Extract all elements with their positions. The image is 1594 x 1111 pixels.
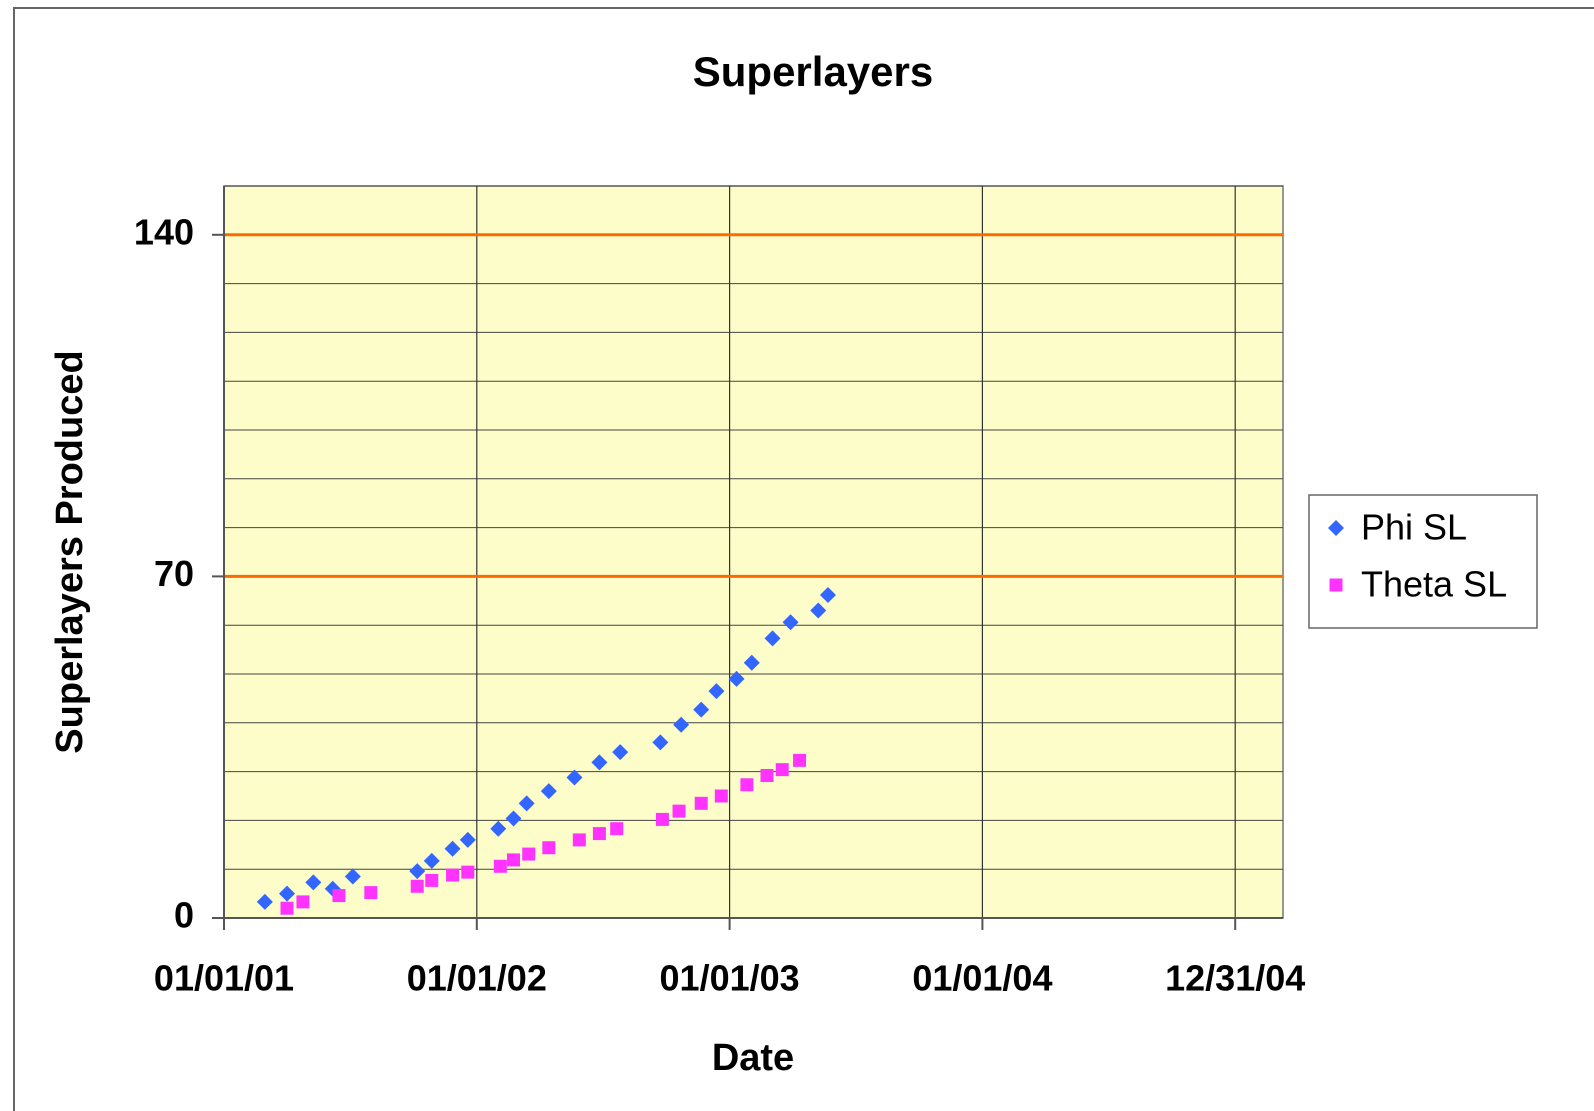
point [672, 804, 686, 818]
point [542, 841, 556, 855]
point [775, 763, 789, 777]
point [572, 833, 586, 847]
x-axis-label: Date [712, 1037, 794, 1079]
point [540, 783, 557, 800]
point [332, 889, 346, 903]
plot-area [223, 185, 1284, 919]
y-axis-label: Superlayers Produced [49, 350, 91, 753]
legend-marker [1328, 520, 1344, 536]
point [518, 795, 535, 812]
point [279, 885, 296, 902]
legend-marker [1329, 578, 1343, 592]
point [566, 769, 583, 786]
chart-title: Superlayers [693, 48, 933, 95]
point [505, 810, 522, 827]
point [764, 630, 781, 647]
legend-label: Theta SL [1361, 564, 1507, 605]
point [493, 859, 507, 873]
y-tick-label: 0 [174, 895, 194, 936]
point [423, 852, 440, 869]
point [507, 853, 521, 867]
point [673, 716, 690, 733]
point [740, 778, 754, 792]
legend-box [1308, 494, 1538, 629]
point [409, 863, 426, 880]
point [714, 789, 728, 803]
point [782, 614, 799, 631]
y-tick-label: 70 [154, 553, 194, 594]
point [743, 654, 760, 671]
point [793, 753, 807, 767]
point [305, 874, 322, 891]
x-tick-label: 01/01/02 [407, 958, 547, 999]
point [591, 754, 608, 771]
x-tick-label: 01/01/03 [660, 958, 800, 999]
point [296, 895, 310, 909]
point [693, 701, 710, 718]
point [708, 683, 725, 700]
point [612, 744, 629, 761]
point [819, 586, 836, 603]
point [410, 879, 424, 893]
point [459, 831, 476, 848]
point [592, 827, 606, 841]
legend-label: Phi SL [1361, 507, 1467, 548]
point [655, 812, 669, 826]
point [694, 796, 708, 810]
x-tick-label: 01/01/04 [912, 958, 1052, 999]
point [610, 822, 624, 836]
point [425, 873, 439, 887]
x-tick-label: 12/31/04 [1165, 958, 1305, 999]
point [344, 868, 361, 885]
point [461, 865, 475, 879]
x-tick-label: 01/01/01 [154, 958, 294, 999]
point [760, 769, 774, 783]
point [728, 670, 745, 687]
y-tick-label: 140 [134, 211, 194, 252]
point [280, 901, 294, 915]
point [522, 847, 536, 861]
point [444, 840, 461, 857]
point [810, 602, 827, 619]
point [446, 868, 460, 882]
point [364, 886, 378, 900]
point [490, 820, 507, 837]
point [256, 893, 273, 910]
point [652, 734, 669, 751]
